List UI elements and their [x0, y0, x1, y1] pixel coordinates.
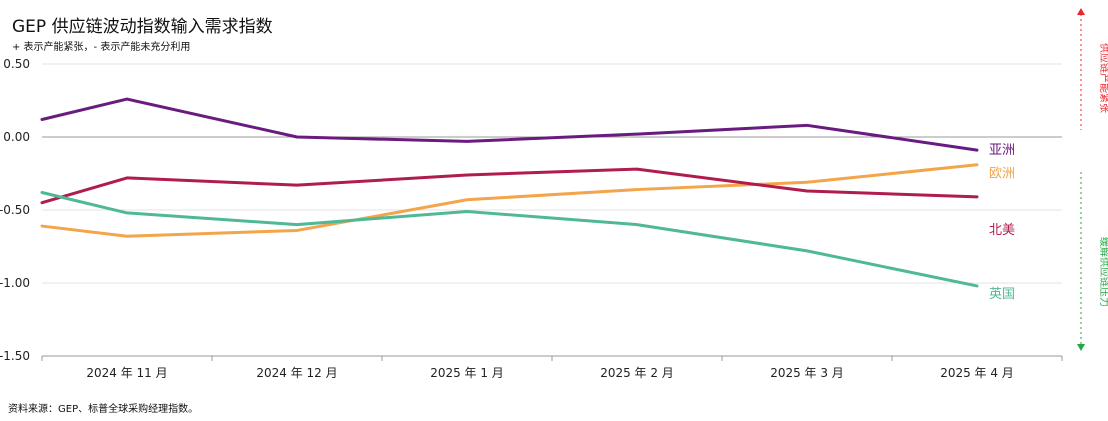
y-tick-label: -1.00 — [0, 276, 30, 290]
chart-subtitle: + 表示产能紧张，- 表示产能未充分利用 — [12, 42, 191, 53]
x-tick-label: 2025 年 3 月 — [770, 366, 844, 380]
y-axis-ticks: 0.50 0.00 -0.50 -1.00 -1.50 — [0, 57, 30, 363]
x-tick-label: 2025 年 1 月 — [430, 366, 504, 380]
bottom-indicator-label: 缓解供应链压力 — [1098, 237, 1108, 307]
chart-title: GEP 供应链波动指数输入需求指数 — [12, 17, 273, 37]
y-tick-label: 0.00 — [3, 130, 30, 144]
y-tick-label: 0.50 — [3, 57, 30, 71]
x-tick-label: 2025 年 2 月 — [600, 366, 674, 380]
series-label: 英国 — [989, 287, 1015, 302]
series-label: 亚洲 — [989, 143, 1015, 158]
x-tick-label: 2024 年 11 月 — [86, 366, 167, 380]
series-line-欧洲 — [40, 163, 979, 238]
series-label: 北美 — [989, 223, 1015, 238]
y-tick-label: -0.50 — [0, 203, 30, 217]
x-tick-label: 2025 年 4 月 — [940, 366, 1014, 380]
y-tick-label: -1.50 — [0, 349, 30, 363]
top-indicator-label: 供应链产能紧张 — [1098, 43, 1108, 113]
series-line-亚洲 — [40, 97, 979, 152]
x-axis-ticks: 2024 年 11 月 2024 年 12 月 2025 年 1 月 2025 年 2… — [41, 356, 1063, 380]
series-label: 欧洲 — [989, 167, 1015, 182]
source-note: 资料来源：GEP、标普全球采购经理指数。 — [8, 404, 199, 415]
series-line-英国 — [40, 190, 979, 288]
up-arrow-icon — [1077, 8, 1085, 15]
grid-lines — [42, 63, 1062, 357]
series-lines — [40, 97, 979, 288]
x-tick-label: 2024 年 12 月 — [256, 366, 337, 380]
down-arrow-icon — [1077, 344, 1085, 351]
series-line-北美 — [40, 167, 979, 205]
